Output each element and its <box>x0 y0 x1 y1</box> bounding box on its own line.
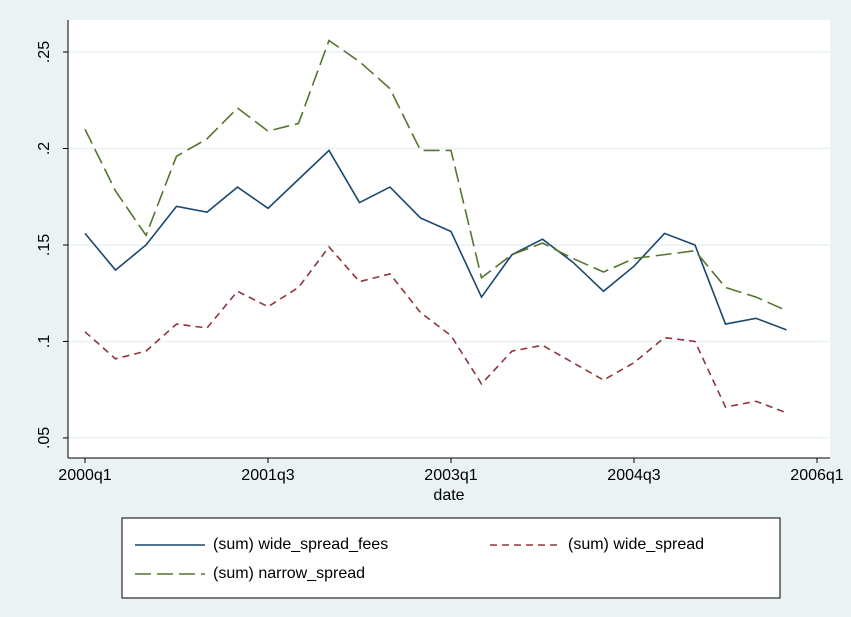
x-axis-label: date <box>433 487 464 504</box>
y-tick-label: .15 <box>36 234 53 256</box>
y-tick-label: .25 <box>36 41 53 63</box>
x-tick-label: 2006q1 <box>790 467 843 484</box>
line-series <box>84 39 787 312</box>
x-tick-label: 2001q3 <box>241 467 294 484</box>
plot-area <box>68 20 830 458</box>
y-tick-label: .2 <box>36 142 53 155</box>
legend-label: (sum) narrow_spread <box>213 565 365 582</box>
x-tick-label: 2004q3 <box>607 467 660 484</box>
y-tick-label: .05 <box>36 427 53 449</box>
line-series <box>84 149 787 331</box>
legend-label: (sum) wide_spread_fees <box>213 536 388 553</box>
legend-label: (sum) wide_spread <box>568 536 704 553</box>
y-tick-label: .1 <box>36 335 53 348</box>
legend <box>121 517 781 599</box>
line-series <box>84 245 787 414</box>
x-tick-label: 2000q1 <box>58 467 111 484</box>
x-tick-label: 2003q1 <box>424 467 477 484</box>
